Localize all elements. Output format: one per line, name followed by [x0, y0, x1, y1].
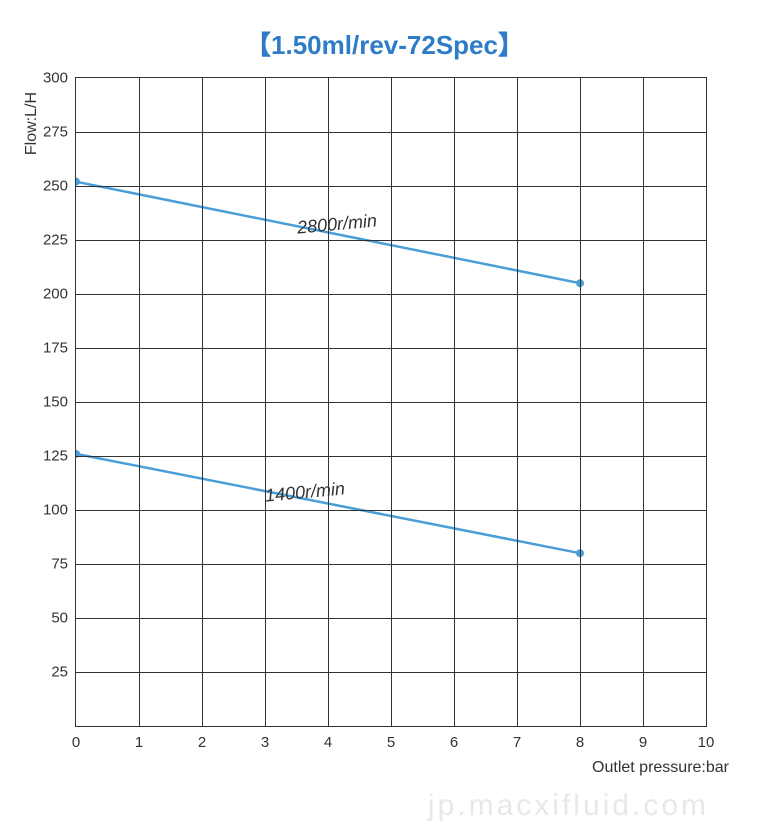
x-tick-label: 7	[513, 734, 521, 751]
y-tick-label: 100	[43, 502, 68, 519]
x-axis-title: Outlet pressure:bar	[592, 759, 729, 777]
grid-line-vertical	[202, 78, 203, 726]
y-tick-label: 125	[43, 448, 68, 465]
y-tick-label: 250	[43, 178, 68, 195]
y-tick-label: 25	[51, 664, 68, 681]
x-tick-label: 4	[324, 734, 332, 751]
y-tick-label: 50	[51, 610, 68, 627]
y-tick-label: 75	[51, 556, 68, 573]
x-tick-label: 5	[387, 734, 395, 751]
grid-line-vertical	[517, 78, 518, 726]
x-tick-label: 9	[639, 734, 647, 751]
x-tick-label: 10	[698, 734, 715, 751]
x-tick-label: 3	[261, 734, 269, 751]
chart-title: 【1.50ml/rev-72Spec】	[0, 0, 769, 72]
chart-grid: 2550751001251501752002252502753000123456…	[75, 77, 707, 727]
y-tick-label: 150	[43, 394, 68, 411]
watermark: jp.macxifluid.com	[428, 789, 709, 823]
x-tick-label: 2	[198, 734, 206, 751]
y-tick-label: 225	[43, 232, 68, 249]
y-tick-label: 200	[43, 286, 68, 303]
grid-line-vertical	[265, 78, 266, 726]
x-tick-label: 8	[576, 734, 584, 751]
grid-line-vertical	[328, 78, 329, 726]
y-axis-title: Flow:L/H	[23, 92, 41, 155]
series-label: 1400r/min	[264, 478, 346, 506]
x-tick-label: 6	[450, 734, 458, 751]
grid-line-vertical	[643, 78, 644, 726]
x-tick-label: 1	[135, 734, 143, 751]
data-point	[76, 178, 80, 186]
y-tick-label: 275	[43, 124, 68, 141]
grid-line-vertical	[391, 78, 392, 726]
chart-container: Flow:L/H 2550751001251501752002252502753…	[75, 77, 769, 727]
y-tick-label: 300	[43, 70, 68, 87]
series-label: 2800r/min	[296, 210, 378, 238]
grid-line-vertical	[580, 78, 581, 726]
x-tick-label: 0	[72, 734, 80, 751]
y-tick-label: 175	[43, 340, 68, 357]
grid-line-vertical	[139, 78, 140, 726]
grid-line-vertical	[454, 78, 455, 726]
